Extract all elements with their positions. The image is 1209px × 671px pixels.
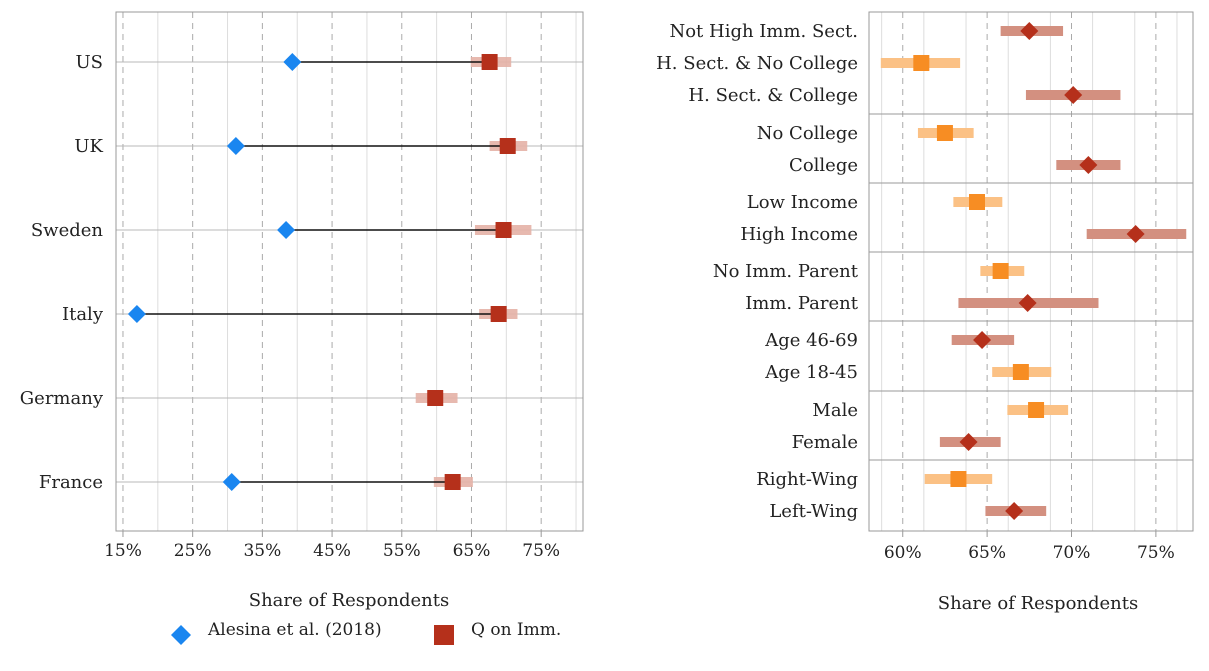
right-category-label: Male	[812, 400, 858, 421]
left-category-labels: US UK Sweden Italy Germany France	[20, 52, 104, 493]
left-category-label: UK	[74, 136, 103, 157]
left-category-label: Sweden	[31, 220, 104, 241]
right-point-square	[913, 55, 930, 71]
right-marks	[913, 22, 1145, 520]
square-icon	[434, 625, 454, 645]
right-category-label: No College	[757, 123, 858, 144]
right-category-label: No Imm. Parent	[713, 261, 859, 282]
right-point-square	[1028, 402, 1045, 418]
right-point-square	[1012, 364, 1029, 380]
right-point-diamond	[1079, 156, 1098, 174]
legend-label-q-on-imm: Q on Imm.	[471, 620, 562, 640]
right-category-labels: Not High Imm. Sect. H. Sect. & No College…	[656, 21, 859, 522]
right-x-tick-labels: 60% 65% 70% 75%	[884, 531, 1175, 563]
right-ci-bands	[880, 26, 1187, 516]
left-x-tick-label: 25%	[174, 541, 212, 561]
right-plot-frame	[868, 11, 1194, 532]
right-x-tick-label: 75%	[1137, 543, 1175, 563]
left-x-axis-label: Share of Respondents	[249, 590, 450, 611]
left-point-alesina	[222, 473, 241, 491]
right-point-square	[969, 194, 985, 210]
right-point-square	[950, 471, 967, 487]
left-x-tick-label: 45%	[313, 541, 351, 561]
right-x-tick-label: 65%	[968, 543, 1006, 563]
left-x-tick-label: 65%	[453, 541, 491, 561]
left-plot-frame	[115, 11, 584, 532]
right-category-label: Imm. Parent	[745, 293, 859, 314]
right-category-label: H. Sect. & College	[688, 85, 858, 106]
right-x-axis-label: Share of Respondents	[938, 593, 1139, 614]
right-point-square	[936, 125, 953, 141]
subgroup-chart: Not High Imm. Sect. H. Sect. & No College…	[656, 11, 1194, 614]
right-point-diamond	[1018, 294, 1037, 312]
right-grid	[881, 12, 1178, 531]
left-grid	[122, 12, 577, 531]
right-category-label: Not High Imm. Sect.	[669, 21, 858, 42]
left-x-tick-labels: 15% 25% 35% 45% 55% 65% 75%	[104, 531, 560, 561]
left-point-q-on-imm	[444, 474, 461, 490]
right-point-diamond	[1064, 86, 1083, 104]
left-x-tick-label: 75%	[522, 541, 560, 561]
left-point-q-on-imm	[427, 390, 444, 406]
left-point-alesina	[127, 305, 146, 323]
right-point-diamond	[1126, 225, 1145, 243]
right-x-tick-label: 70%	[1053, 543, 1091, 563]
left-point-q-on-imm	[495, 222, 512, 238]
left-category-label: Italy	[62, 304, 104, 325]
right-category-label: College	[789, 155, 858, 176]
right-point-diamond	[973, 331, 992, 349]
left-category-label: US	[75, 52, 103, 73]
left-point-alesina	[283, 53, 302, 71]
right-point-square	[992, 263, 1009, 279]
left-x-tick-label: 15%	[104, 541, 142, 561]
left-point-q-on-imm	[490, 306, 507, 322]
legend-label-alesina: Alesina et al. (2018)	[208, 620, 382, 640]
right-category-label: Right-Wing	[756, 469, 858, 490]
left-marks	[127, 53, 532, 491]
right-point-diamond	[1020, 22, 1039, 40]
right-category-label: Low Income	[747, 192, 858, 213]
left-point-alesina	[277, 221, 296, 239]
left-x-tick-label: 35%	[243, 541, 281, 561]
country-comparison-chart: US UK Sweden Italy Germany France 15% 25% 35% 45…	[20, 11, 584, 611]
left-x-tick-label: 55%	[383, 541, 421, 561]
right-category-label: Age 46-69	[764, 330, 858, 351]
right-group-separators	[869, 113, 1193, 461]
diamond-icon	[171, 625, 191, 645]
left-point-q-on-imm	[499, 138, 516, 154]
left-category-label: France	[39, 472, 103, 493]
right-category-label: Left-Wing	[769, 501, 858, 522]
left-point-alesina	[226, 137, 245, 155]
right-category-label: High Income	[740, 224, 858, 245]
right-point-diamond	[959, 433, 978, 451]
right-category-label: Female	[792, 432, 858, 453]
left-category-label: Germany	[20, 388, 104, 409]
right-point-diamond	[1005, 502, 1024, 520]
right-category-label: Age 18-45	[764, 362, 858, 383]
left-point-q-on-imm	[481, 54, 498, 70]
right-category-label: H. Sect. & No College	[656, 53, 858, 74]
right-x-tick-label: 60%	[884, 543, 922, 563]
